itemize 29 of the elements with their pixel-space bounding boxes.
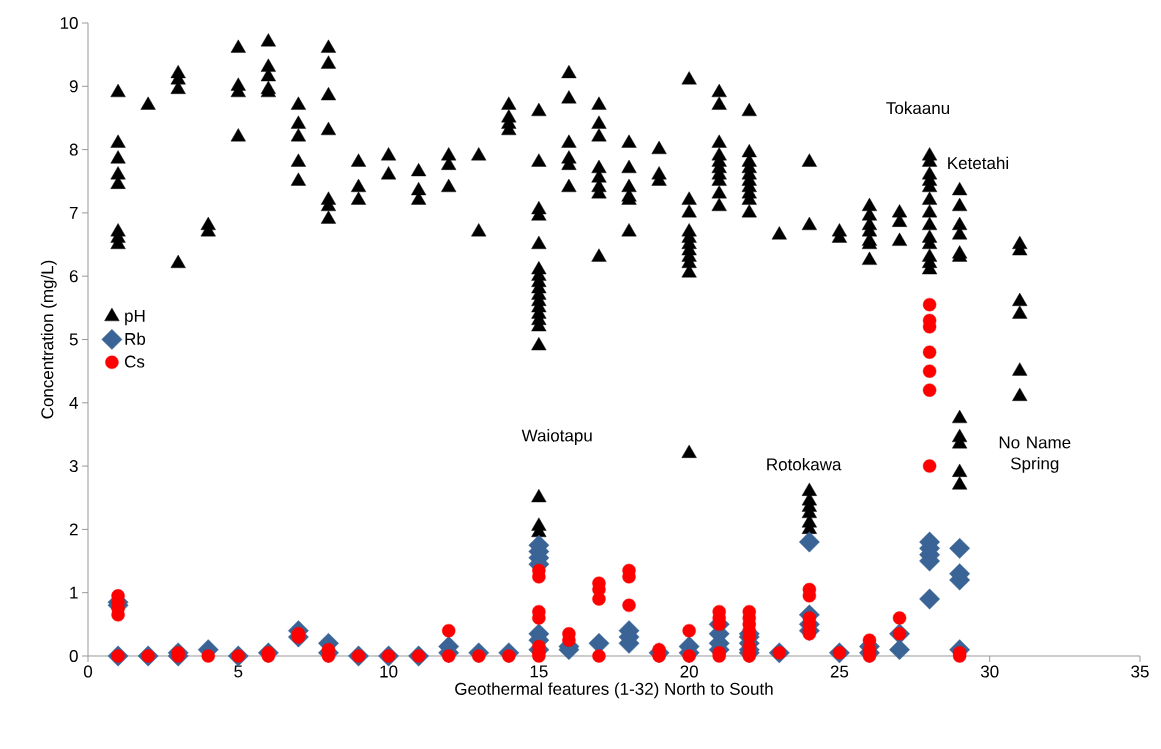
legend-label: Cs [124,355,145,368]
y-tick-label: 8 [69,143,78,156]
y-tick-label: 1 [70,586,78,599]
x-tick-label: 5 [234,665,243,678]
annotation: Rotokawa [767,457,842,471]
y-tick-label: 6 [69,270,78,283]
x-tick-label: 25 [830,665,849,678]
y-tick-label: 2 [69,523,78,536]
x-tick-label: 0 [83,665,93,678]
x-axis-title: Geothermal features (1-32) North to South [455,682,773,699]
y-tick-label: 4 [69,396,78,409]
legend-label: pH [125,310,145,326]
x-tick-label: 35 [1131,665,1149,678]
annotation: No Name Spring [999,436,1071,473]
x-tick-label: 30 [980,665,999,678]
annotation: Waiotapu [521,429,592,445]
y-tick-label: 10 [60,16,78,30]
annotation: Ketetahi [948,156,1009,170]
y-tick-label: 0 [69,649,78,663]
y-tick-label: 7 [69,207,78,219]
x-tick-label: 10 [380,665,398,678]
y-axis-title: Concentration (mg/L) [40,260,57,419]
y-tick-label: 3 [69,460,78,473]
y-tick-label: 9 [69,80,78,93]
annotation: Tokaanu [886,101,950,115]
legend-label: Rb [125,332,146,345]
x-tick-label: 15 [530,665,548,678]
y-tick-label: 5 [69,333,78,346]
x-tick-label: 20 [680,665,698,678]
